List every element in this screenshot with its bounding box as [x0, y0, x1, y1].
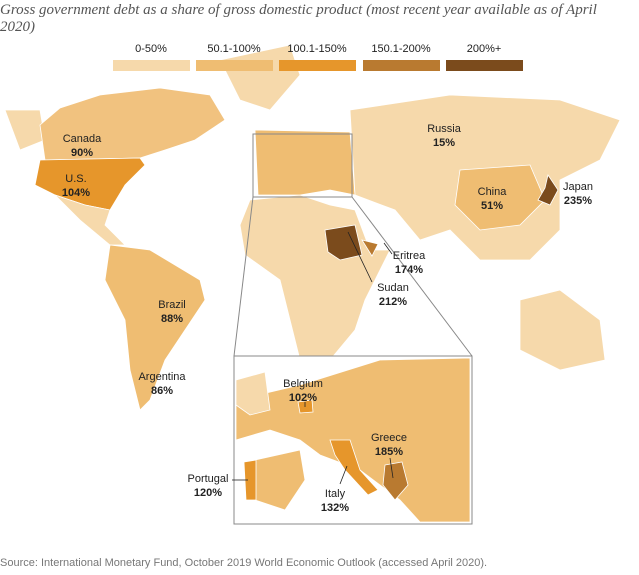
country-value: 51%	[481, 200, 503, 212]
legend-label: 0-50%	[135, 43, 167, 55]
country-value: 104%	[62, 187, 90, 199]
country-value: 185%	[375, 446, 403, 458]
alaska	[4, 109, 46, 151]
inset-europe	[235, 357, 471, 523]
country-name: Portugal	[188, 473, 229, 485]
legend-swatch	[196, 60, 273, 71]
land	[4, 44, 621, 411]
portugal	[243, 459, 257, 501]
title: Gross government debt as a share of gros…	[0, 2, 597, 35]
country-name: Eritrea	[393, 250, 426, 262]
usa	[34, 157, 146, 211]
connector	[351, 196, 473, 357]
connector	[233, 196, 254, 357]
country-value: 132%	[321, 502, 349, 514]
callout-line	[383, 242, 393, 255]
country-name: Canada	[63, 133, 102, 145]
country-name: China	[478, 186, 508, 198]
country-name: Argentina	[138, 371, 186, 383]
japan	[537, 174, 559, 206]
callout-line	[389, 457, 394, 479]
country-value: 88%	[161, 313, 183, 325]
country-name: Greece	[371, 432, 407, 444]
greece	[382, 461, 409, 501]
belgium	[297, 399, 314, 414]
inset	[233, 355, 473, 525]
country-value: 102%	[289, 392, 317, 404]
map: 0-50% 50.1-100% 100.1-150% 150.1-200% 200%+ C…	[4, 43, 621, 525]
africa	[239, 194, 391, 361]
country-value: 120%	[194, 487, 222, 499]
legend-swatch	[113, 60, 190, 71]
country-name: U.S.	[65, 173, 86, 185]
country-value: 15%	[433, 137, 455, 149]
country-name: Belgium	[283, 378, 323, 390]
country-name: Russia	[427, 123, 462, 135]
legend-label: 100.1-150%	[287, 43, 347, 55]
mexico	[54, 194, 126, 246]
country-value: 86%	[151, 385, 173, 397]
legend-label: 50.1-100%	[207, 43, 260, 55]
legend-swatch	[279, 60, 356, 71]
source: Source: International Monetary Fund, Oct…	[0, 557, 488, 569]
europe	[254, 129, 356, 196]
country-name: Brazil	[158, 299, 186, 311]
country-name: Italy	[325, 488, 346, 500]
eritrea	[361, 239, 379, 257]
canada	[39, 87, 226, 161]
australia	[519, 289, 606, 371]
callout-line	[339, 465, 348, 485]
zoom-box	[252, 133, 353, 198]
south-america	[104, 244, 206, 411]
inset-uk	[235, 371, 271, 416]
sudan	[324, 224, 363, 261]
legend-label: 200%+	[467, 43, 502, 55]
country-value: 212%	[379, 296, 407, 308]
country-name: Japan	[563, 181, 593, 193]
country-value: 174%	[395, 264, 423, 276]
china	[454, 164, 546, 231]
country-value: 90%	[71, 147, 93, 159]
country-name: Sudan	[377, 282, 409, 294]
legend-swatch	[363, 60, 440, 71]
legend-swatch	[446, 60, 523, 71]
italy	[329, 439, 379, 496]
country-value: 235%	[564, 195, 592, 207]
callouts	[232, 231, 394, 485]
callout-line	[347, 231, 373, 283]
legend-label: 150.1-200%	[371, 43, 431, 55]
